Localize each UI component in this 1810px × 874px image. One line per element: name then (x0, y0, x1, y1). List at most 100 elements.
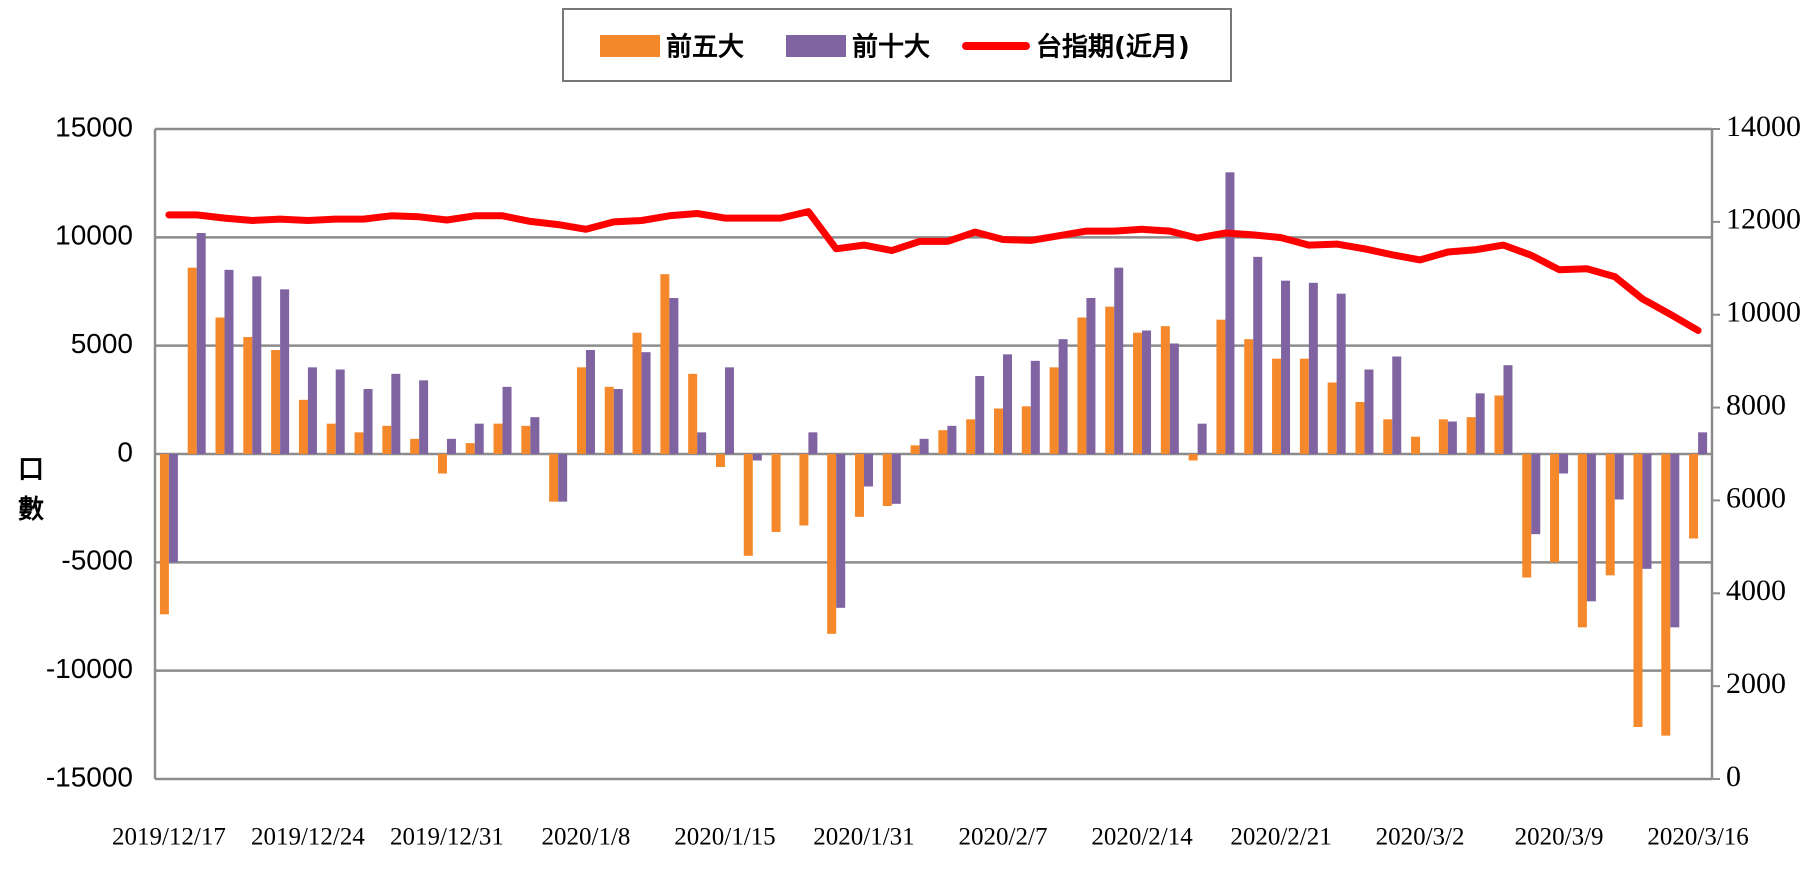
bar (280, 289, 290, 454)
bar (604, 386, 614, 454)
y2-tick-label: 2000 (1726, 667, 1786, 700)
bar (224, 269, 234, 454)
bar (966, 419, 976, 454)
bar (808, 432, 818, 454)
bar (688, 373, 698, 454)
bar (1216, 319, 1226, 454)
bar (697, 432, 707, 454)
legend-swatch (786, 35, 846, 57)
bar (1475, 393, 1485, 454)
bar (994, 408, 1004, 454)
bar (1021, 406, 1031, 454)
bar (1614, 454, 1624, 500)
bar (1086, 298, 1096, 454)
x-tick-label: 2020/2/21 (1230, 824, 1331, 851)
bar (1058, 339, 1068, 454)
bar (1411, 436, 1421, 454)
legend-label: 前五大 (666, 32, 744, 63)
bar (1244, 339, 1254, 454)
bar (1503, 365, 1513, 454)
bar (1336, 293, 1346, 454)
bar (910, 445, 920, 454)
bar (576, 367, 586, 454)
bar (1522, 454, 1532, 578)
bar (419, 380, 429, 454)
bar (1049, 367, 1059, 454)
bar (1531, 454, 1541, 535)
bar (660, 274, 670, 454)
bar (752, 454, 762, 461)
bar (382, 425, 392, 454)
bar (827, 454, 837, 634)
y2-tick-label: 14000 (1726, 110, 1801, 143)
bar (1169, 343, 1179, 454)
bar (1299, 358, 1309, 454)
bar (1197, 423, 1207, 454)
bar (1142, 330, 1152, 454)
bar (1308, 282, 1318, 454)
bar (743, 454, 753, 556)
y-tick-label: -10000 (46, 653, 133, 684)
bar (1105, 306, 1115, 454)
bar (1661, 454, 1671, 736)
bar (641, 352, 651, 454)
bar (975, 376, 985, 454)
x-tick-label: 2019/12/24 (251, 824, 365, 851)
bar (1364, 369, 1374, 454)
bar (363, 389, 373, 454)
x-tick-label: 2019/12/31 (390, 824, 504, 851)
y2-tick-label: 0 (1726, 760, 1741, 793)
y-tick-label: -15000 (46, 761, 133, 792)
y-tick-label: 0 (117, 436, 133, 467)
y2-tick-label: 4000 (1726, 574, 1786, 607)
bar (1670, 454, 1680, 628)
bar (493, 423, 503, 454)
bar (558, 454, 568, 502)
bar (1642, 454, 1652, 569)
bar (1253, 256, 1263, 454)
bar (947, 425, 957, 454)
bar (632, 332, 642, 454)
bar (391, 373, 401, 454)
bar (882, 454, 892, 506)
bar (1327, 382, 1337, 454)
bar (1160, 326, 1170, 454)
bar (1383, 419, 1393, 454)
x-tick-label: 2020/3/16 (1647, 824, 1748, 851)
bar (521, 425, 531, 454)
bar (1494, 395, 1504, 454)
bar (530, 417, 540, 454)
bar (1114, 267, 1124, 454)
y-axis-label: 口數 (14, 455, 44, 535)
bar (1438, 419, 1448, 454)
bar (159, 454, 169, 615)
x-tick-label: 2020/1/15 (674, 824, 775, 851)
y2-tick-label: 6000 (1726, 481, 1786, 514)
bar (187, 267, 197, 454)
y-tick-label: 10000 (55, 220, 133, 251)
y2-tick-label: 12000 (1726, 203, 1801, 236)
bar (1003, 354, 1013, 454)
bar (1392, 356, 1402, 454)
bar (715, 454, 725, 467)
x-tick-label: 2020/1/8 (542, 824, 631, 851)
bar (854, 454, 864, 517)
bar (1281, 280, 1291, 454)
bar (1605, 454, 1615, 576)
bar (771, 454, 781, 532)
x-tick-label: 2019/12/17 (112, 824, 226, 851)
bar (1698, 432, 1708, 454)
x-tick-label: 2020/3/9 (1515, 824, 1604, 851)
legend-label: 前十大 (852, 32, 930, 63)
y-tick-label: 5000 (71, 328, 133, 359)
bar (1577, 454, 1587, 628)
bar (1559, 454, 1569, 474)
bar (1030, 360, 1040, 454)
bar (446, 438, 456, 454)
bar (1272, 358, 1282, 454)
bar (1188, 454, 1198, 461)
bar (354, 432, 364, 454)
bar (1689, 454, 1699, 539)
y-tick-label: 15000 (55, 111, 133, 142)
